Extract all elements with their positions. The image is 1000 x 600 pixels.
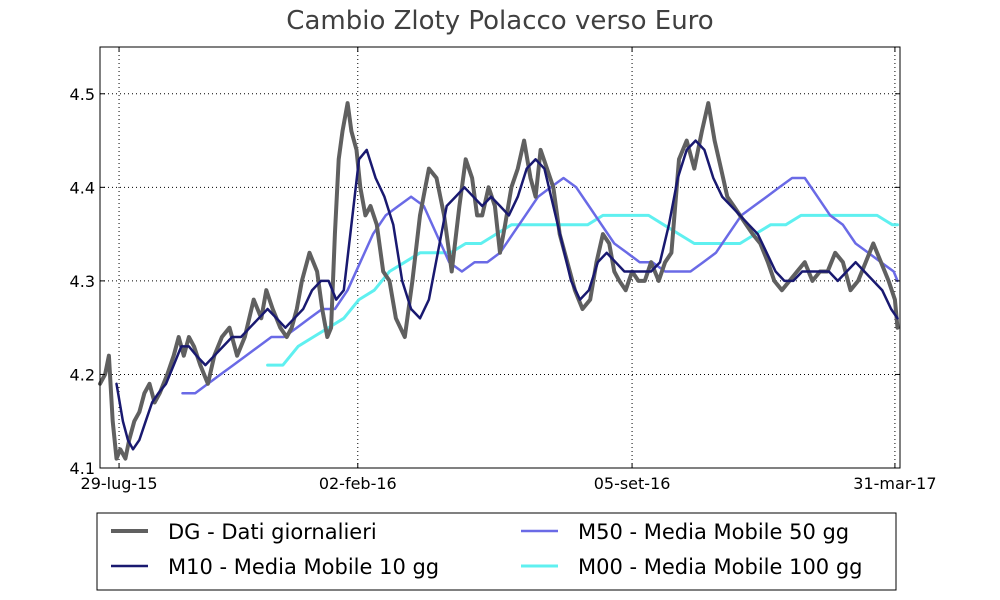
x-tick-label: 05-set-16 <box>594 474 671 493</box>
legend-entry-2: M10 - Media Mobile 10 gg <box>168 555 439 579</box>
x-axis-tick-labels: 29-lug-15 02-feb-16 05-set-16 31-mar-17 <box>81 474 937 493</box>
legend-box <box>96 512 897 591</box>
series-line-3 <box>181 176 899 395</box>
plot-area-frame <box>99 46 901 469</box>
chart-title: Cambio Zloty Polacco verso Euro <box>286 6 713 36</box>
series-line-1 <box>98 101 900 461</box>
y-tick-label: 4.4 <box>70 178 95 197</box>
y-tick-label: 4.3 <box>70 272 95 291</box>
series-line-4 <box>266 213 899 367</box>
legend-entry-3: M50 - Media Mobile 50 gg <box>578 520 849 544</box>
legend-entry-4: M00 - Media Mobile 100 gg <box>578 555 863 579</box>
y-tick-label: 4.1 <box>70 459 95 478</box>
legend: DG - Dati giornalieri M10 - Media Mobile … <box>96 512 897 591</box>
y-axis-tick-labels: 4.1 4.2 4.3 4.4 4.5 <box>70 85 95 478</box>
axis-ticks <box>100 47 900 469</box>
y-tick-label: 4.2 <box>70 365 95 384</box>
y-tick-label: 4.5 <box>70 85 95 104</box>
x-tick-label: 31-mar-17 <box>853 474 936 493</box>
series-line-2 <box>115 139 899 451</box>
grid-lines <box>100 47 900 469</box>
series-lines <box>98 101 900 461</box>
legend-entry-1: DG - Dati giornalieri <box>168 520 377 544</box>
x-tick-label: 02-feb-16 <box>319 474 397 493</box>
x-tick-label: 29-lug-15 <box>81 474 158 493</box>
